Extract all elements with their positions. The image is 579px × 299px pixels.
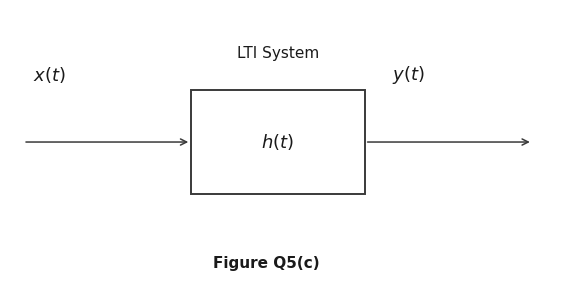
Text: $x(t)$: $x(t)$: [33, 65, 65, 85]
Text: Figure Q5(c): Figure Q5(c): [213, 256, 320, 271]
Text: $y(t)$: $y(t)$: [392, 64, 424, 86]
Text: $h(t)$: $h(t)$: [262, 132, 294, 152]
Text: LTI System: LTI System: [237, 46, 319, 61]
FancyBboxPatch shape: [191, 90, 365, 194]
